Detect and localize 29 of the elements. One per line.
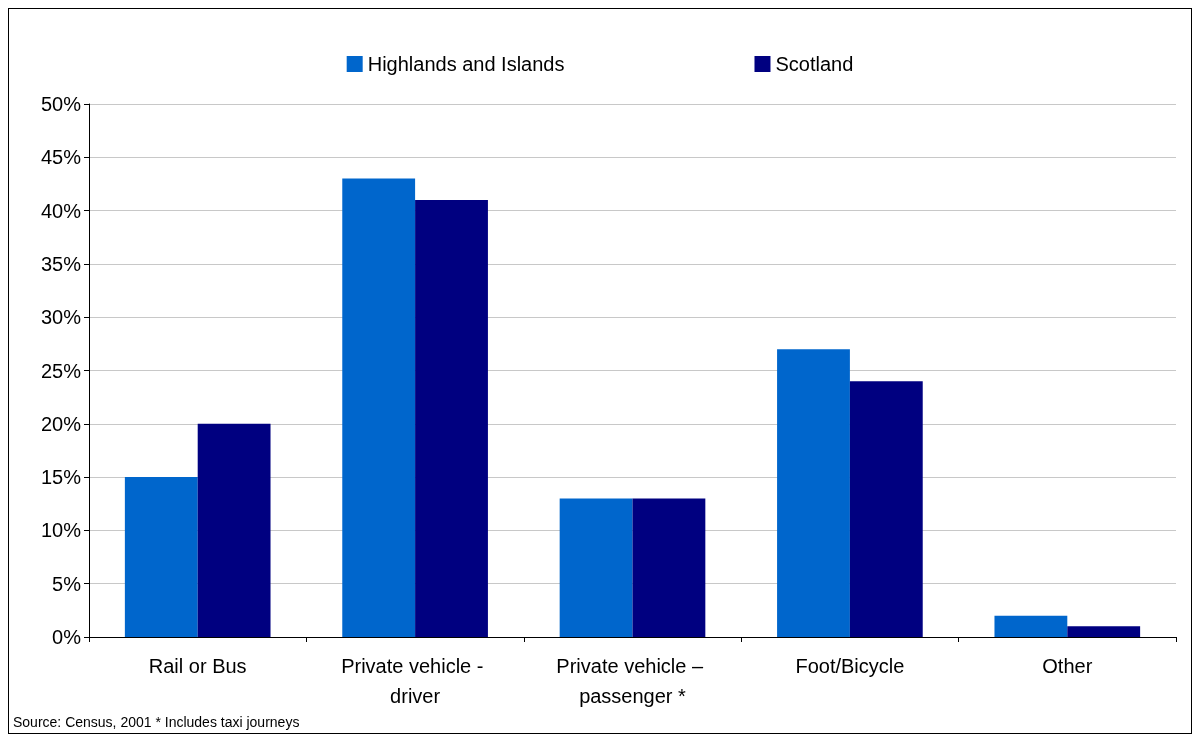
x-tick-label: Other [1042,655,1093,677]
legend-label: Scotland [775,53,854,75]
y-tick-label: 20% [40,412,82,435]
y-tick-label: 5% [52,572,82,595]
y-tick-label: 40% [40,199,82,222]
x-tick-label: Rail or Bus [148,655,247,677]
bar [632,498,706,637]
source-note: Source: Census, 2001 * Includes taxi journeys [13,714,300,730]
y-tick-label: 35% [40,252,82,275]
y-tick-label: 0% [52,626,82,648]
bar [849,381,923,637]
bar [342,178,416,637]
y-tick-label: 30% [40,306,82,329]
bar [777,349,850,637]
bar [994,615,1068,637]
bar [1067,626,1141,637]
y-tick-label: 45% [40,146,82,169]
x-tick-label: Private vehicle – passenger * [556,655,709,707]
bar [197,423,271,637]
bar [559,498,633,637]
x-tick-label: Private vehicle - driver [341,655,490,707]
x-tick-label: Foot/Bicycle [795,655,905,677]
legend-label: Highlands and Islands [367,53,565,75]
bar [124,477,198,637]
y-tick-label: 25% [40,359,82,382]
bar [415,199,488,637]
y-tick-label: 50% [40,93,82,115]
y-tick-label: 10% [40,519,82,542]
y-tick-label: 15% [40,466,82,489]
